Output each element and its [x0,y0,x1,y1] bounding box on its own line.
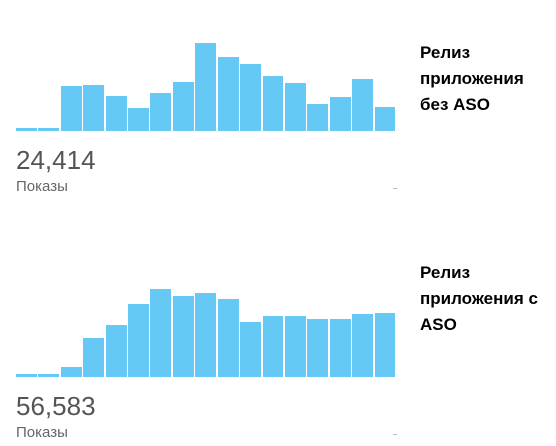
bar [172,82,194,131]
bar [240,64,262,131]
chart-panel: 24,414 Показы Релиз приложения без ASO [0,0,556,220]
bar [217,299,239,377]
bar [195,293,217,377]
bar [150,93,172,131]
metric-label: Показы [16,424,68,441]
bar [262,76,284,131]
total-value: 24,414 [16,145,96,175]
bar [16,128,37,131]
dash [393,434,397,435]
bar [374,107,396,131]
bar [217,57,239,131]
bar [262,316,284,377]
bar [38,128,60,131]
bar [284,316,306,377]
bar [329,319,351,377]
bar [284,83,306,131]
bar [307,319,329,377]
bar [105,325,127,377]
bar [60,367,82,377]
bar [105,96,127,131]
dash [393,188,397,189]
bar [307,104,329,131]
total-value: 56,583 [16,391,96,421]
caption: Релиз приложения с ASO [420,263,538,334]
bar [60,86,82,131]
bar [329,97,351,131]
bar [195,43,217,131]
bar [16,374,37,377]
bar [128,304,149,377]
bar [352,314,374,377]
metric-label: Показы [16,178,68,195]
caption: Релиз приложения без ASO [420,43,524,114]
bar [374,313,396,377]
bar [128,108,149,131]
bar [83,85,105,131]
bar [83,338,105,377]
bar [150,289,172,377]
bar-area [16,277,397,377]
bar [240,322,262,377]
bar-area [16,31,397,131]
bar [38,374,60,377]
bar [172,296,194,377]
bar [352,79,374,131]
